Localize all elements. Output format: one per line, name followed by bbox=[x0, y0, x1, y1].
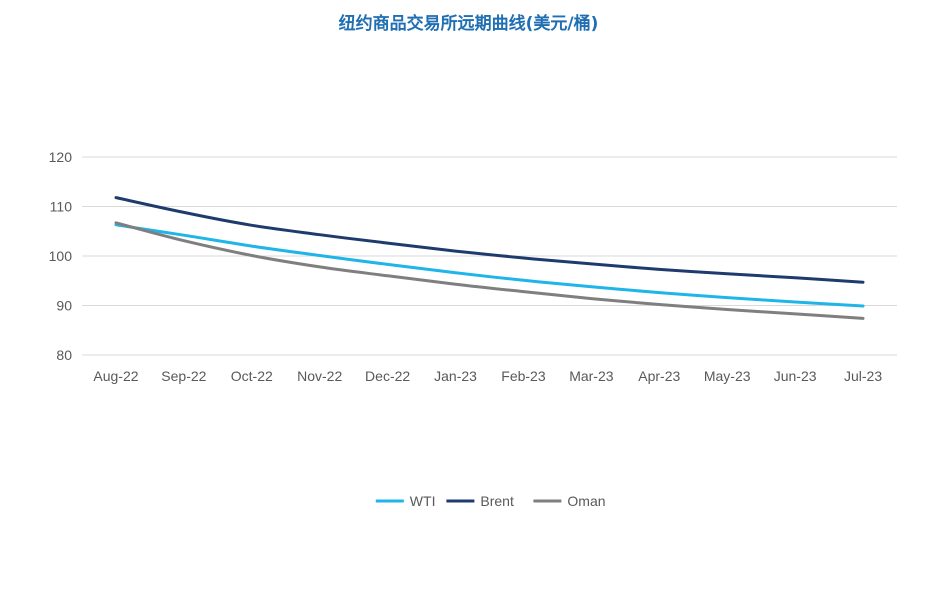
y-tick-label: 80 bbox=[56, 347, 72, 363]
legend-label-wti: WTI bbox=[410, 493, 436, 509]
legend-label-brent: Brent bbox=[480, 493, 514, 509]
x-tick-label: Jul-23 bbox=[844, 368, 882, 384]
y-tick-label: 90 bbox=[56, 298, 72, 314]
y-tick-label: 120 bbox=[49, 149, 73, 165]
x-tick-label: Jun-23 bbox=[774, 368, 817, 384]
x-tick-label: Apr-23 bbox=[638, 368, 680, 384]
x-tick-label: Feb-23 bbox=[501, 368, 546, 384]
x-axis-ticks: Aug-22 Sep-22 Oct-22 Nov-22 Dec-22 Jan-23 Feb-… bbox=[93, 368, 882, 384]
legend: WTI Brent Oman bbox=[375, 493, 606, 509]
x-tick-label: Aug-22 bbox=[93, 368, 138, 384]
y-tick-label: 100 bbox=[49, 248, 73, 264]
x-tick-label: Jan-23 bbox=[434, 368, 477, 384]
x-tick-label: Mar-23 bbox=[569, 368, 614, 384]
x-tick-label: Oct-22 bbox=[231, 368, 273, 384]
series-lines bbox=[114, 196, 865, 320]
y-axis-ticks: 80 90 100 110 120 bbox=[49, 149, 73, 363]
x-tick-label: Dec-22 bbox=[365, 368, 410, 384]
series-line-brent bbox=[114, 196, 865, 284]
y-tick-label: 110 bbox=[50, 199, 73, 215]
legend-label-oman: Oman bbox=[567, 493, 605, 509]
series-line-oman bbox=[114, 221, 865, 320]
x-tick-label: May-23 bbox=[704, 368, 751, 384]
series-line-wti bbox=[114, 223, 865, 308]
x-tick-label: Sep-22 bbox=[161, 368, 206, 384]
x-tick-label: Nov-22 bbox=[297, 368, 342, 384]
chart-title: 纽约商品交易所远期曲线(美元/桶) bbox=[338, 14, 599, 34]
